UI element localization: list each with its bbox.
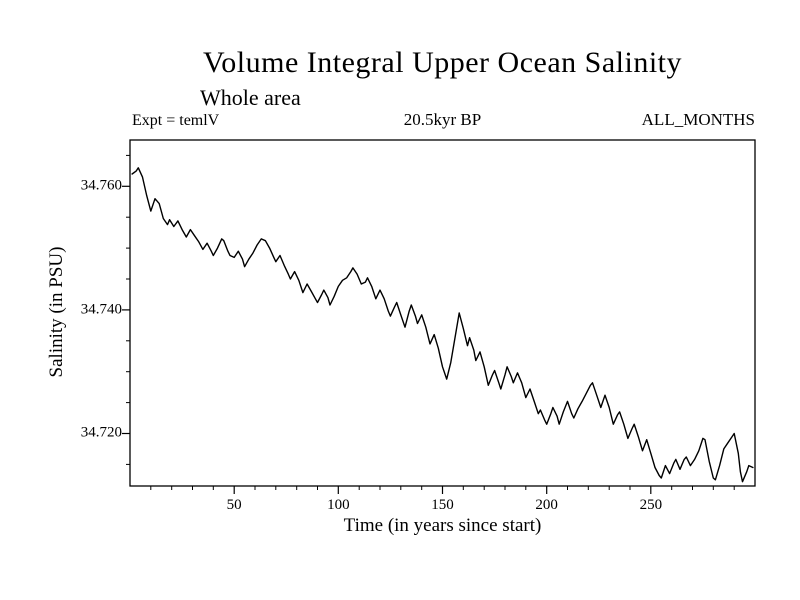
plot-border bbox=[129, 139, 756, 487]
x-tick-label: 200 bbox=[535, 497, 558, 513]
y-axis-title: Salinity (in PSU) bbox=[46, 246, 67, 378]
time-period-label: 20.5kyr BP bbox=[403, 110, 482, 129]
chart-title: Volume Integral Upper Ocean Salinity bbox=[203, 46, 682, 79]
experiment-label: Expt = temlV bbox=[132, 112, 220, 129]
x-tick-label: 50 bbox=[226, 497, 242, 513]
salinity-series-line bbox=[131, 167, 754, 483]
months-label: ALL_MONTHS bbox=[641, 110, 755, 129]
x-axis-title: Time (in years since start) bbox=[343, 515, 542, 536]
y-tick-label: 34.720 bbox=[80, 424, 122, 441]
x-tick-label: 250 bbox=[639, 497, 663, 513]
x-tick-label: 150 bbox=[431, 497, 454, 513]
chart-subtitle: Whole area bbox=[200, 85, 301, 110]
x-tick-label: 100 bbox=[327, 497, 350, 513]
y-tick-label: 34.760 bbox=[80, 177, 122, 194]
y-tick-label: 34.740 bbox=[80, 301, 122, 318]
